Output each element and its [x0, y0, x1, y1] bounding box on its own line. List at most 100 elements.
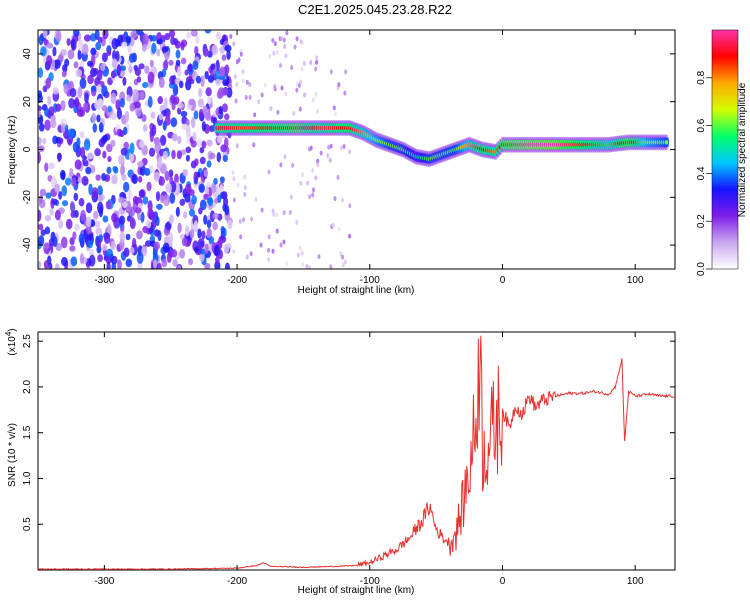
spectrogram-noise-cell: [183, 211, 188, 219]
spectrogram-noise-cell: [315, 55, 319, 61]
spectrogram-noise-cell: [186, 131, 192, 139]
spectrogram-noise-cell: [341, 197, 345, 203]
spectrogram-noise-cell: [52, 46, 57, 57]
spectrogram-noise-cell: [163, 199, 169, 207]
spectrogram-noise-cell: [94, 30, 100, 41]
spectrogram-noise-cell: [61, 185, 68, 197]
spectrogram-noise-cell: [128, 65, 133, 74]
spectrogram-noise-cell: [47, 95, 52, 106]
spectrogram-noise-cell: [244, 95, 248, 101]
spectrogram-noise-cell: [111, 38, 119, 50]
spectrogram-noise-cell: [242, 217, 246, 223]
spectrogram-noise-cell: [73, 192, 79, 202]
spectrogram-noise-cell: [90, 85, 97, 92]
spectrogram-x-tick-label: -300: [94, 275, 114, 286]
spectrogram-noise-cell: [279, 63, 283, 69]
spectrogram-noise-cell: [69, 245, 76, 252]
spectrogram-noise-cell: [193, 220, 198, 231]
spectrogram-noise-cell: [170, 249, 178, 258]
spectrogram-noise-cell: [312, 187, 316, 193]
spectrogram-noise-cell: [215, 78, 222, 86]
spectrogram-noise-cell: [69, 201, 75, 211]
spectrogram-noise-cell: [185, 146, 192, 154]
spectrogram-noise-cell: [162, 242, 170, 253]
snr-y-tick-label: 2.0: [22, 380, 33, 394]
spectrogram-noise-cell: [193, 110, 199, 120]
spectrogram-noise-cell: [79, 77, 87, 90]
spectrogram-noise-cell: [161, 258, 168, 268]
spectrogram-noise-cell: [204, 243, 209, 254]
spectrogram-noise-cell: [208, 152, 216, 159]
spectrogram-noise-cell: [207, 74, 214, 83]
spectrogram-noise-cell: [46, 42, 54, 49]
spectrogram-noise-cell: [80, 146, 86, 159]
spectrogram-noise-cell: [132, 88, 139, 101]
snr-y-ticks: 0.5 1.0 1.5 2.0 2.5: [22, 334, 675, 531]
spectrogram-noise-cell: [137, 160, 144, 168]
spectrogram-noise-cell: [203, 214, 208, 225]
spectrogram-noise-cell: [311, 192, 315, 198]
spectrogram-noise-cell: [203, 169, 209, 178]
spectrogram-noise-cell: [179, 198, 186, 206]
colorbar-label: Normalized spectral amplitude: [737, 82, 748, 217]
spectrogram-noise-cell: [84, 160, 89, 167]
spectrogram-noise-cell: [38, 109, 41, 118]
spectrogram-noise-cell: [164, 32, 171, 41]
spectrogram-noise-cell: [91, 112, 97, 123]
spectrogram-y-tick-label: 40: [22, 48, 33, 60]
spectrogram-y-tick-label: -20: [22, 190, 33, 205]
spectrogram-noise-cell: [67, 81, 73, 91]
spectrogram-noise-cell: [159, 194, 165, 204]
spectrogram-noise-cell: [43, 30, 48, 39]
spectrogram-noise-cell: [282, 239, 286, 245]
spectrogram-noise-cell: [232, 41, 236, 47]
spectrogram-noise-cell: [241, 78, 245, 84]
spectrogram-noise-cell: [135, 105, 142, 118]
spectrogram-noise-cell: [205, 87, 212, 97]
spectrogram-noise-cell: [38, 35, 44, 46]
spectrogram-noise-cell: [171, 149, 176, 160]
spectrogram-noise-cell: [226, 49, 231, 60]
spectrogram-noise-cell: [149, 59, 154, 68]
spectrogram-noise-cell: [71, 177, 77, 187]
spectrogram-noise-cell: [249, 251, 253, 257]
spectrogram-noise-cell: [199, 253, 205, 262]
spectrogram-noise-cell: [38, 67, 44, 78]
spectrogram-noise-cell: [142, 196, 149, 205]
spectrogram-noise-cell: [127, 188, 133, 201]
spectrogram-noise-cell: [176, 66, 182, 77]
colorbar-tick-label: 0.6: [696, 118, 707, 132]
spectrogram-noise-cell: [339, 251, 343, 257]
spectrogram-noise-cell: [151, 42, 157, 54]
snr-series-line: [38, 335, 675, 570]
spectrogram-noise-cell: [193, 158, 199, 166]
spectrogram-noise-cell: [206, 228, 212, 239]
spectrogram-noise-cell: [343, 90, 347, 96]
spectrogram-noise-cell: [231, 170, 235, 176]
spectrogram-noise-cell: [39, 188, 47, 197]
spectrogram-noise-cell: [204, 262, 211, 269]
spectrogram-noise-cell: [38, 136, 43, 145]
spectrogram-noise-cell: [100, 63, 106, 72]
spectrogram-noise-cell: [348, 203, 352, 209]
spectrogram-y-tick-label: 20: [22, 96, 33, 108]
spectrogram-noise-cell: [288, 209, 292, 215]
spectrogram-noise-cell: [189, 228, 195, 239]
spectrogram-noise-cell: [38, 145, 45, 152]
spectrogram-noise-cell: [263, 82, 267, 88]
spectrogram-noise-cell: [152, 259, 158, 269]
spectrogram-noise-cell: [295, 36, 299, 42]
spectrogram-x-label: Height of straight line (km): [298, 285, 415, 296]
spectrogram-noise-cell: [177, 222, 182, 234]
spectrogram-noise-cell: [296, 252, 300, 258]
snr-x-tick-label: -100: [360, 576, 380, 587]
spectrogram-noise-cell: [137, 175, 143, 183]
spectrogram-noise-cell: [271, 248, 275, 254]
spectrogram-noise-cell: [57, 152, 62, 163]
spectrogram-noise-cell: [166, 252, 172, 263]
spectrogram-noise-cell: [348, 233, 352, 239]
spectrogram-noise-cell: [239, 51, 243, 57]
snr-y-tick-label: 1.0: [22, 471, 33, 485]
spectrogram-noise-cell: [221, 103, 228, 113]
